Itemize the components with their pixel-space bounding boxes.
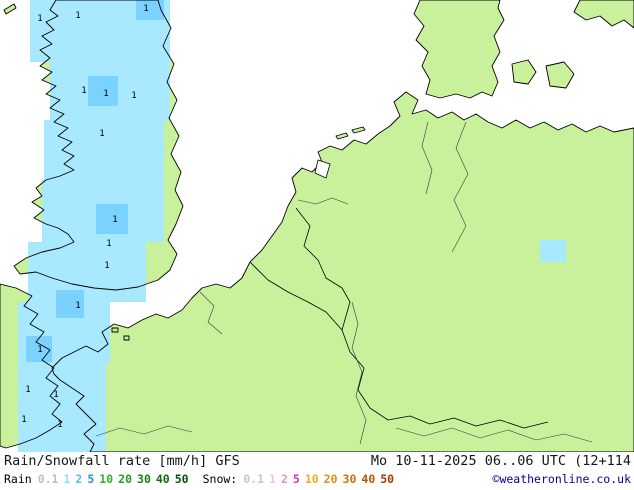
precip-value-label: 1 <box>106 239 111 249</box>
rain-scale-value: 30 <box>137 472 151 486</box>
precip-value-label: 1 <box>57 420 62 430</box>
island-channel-1 <box>112 328 118 332</box>
precip-value-label: 1 <box>37 345 42 355</box>
map-canvas: 1 1 1 1 1 1 1 1 1 1 1 1 1 1 1 1 <box>0 0 634 452</box>
precip-value-label: 1 <box>21 415 26 425</box>
rain-scale-value: 50 <box>174 472 189 486</box>
legend-title-row: Rain/Snowfall rate [mm/h] GFS Mo 10-11-2… <box>4 453 631 470</box>
snow-scale-value: 5 <box>292 472 300 486</box>
precip-cell <box>44 120 164 180</box>
snow-scale-value: 10 <box>304 472 319 486</box>
precip-value-label: 1 <box>112 215 117 225</box>
river-lines <box>95 121 593 445</box>
copyright: ©weatheronline.co.uk <box>492 472 631 486</box>
precip-cell <box>96 204 128 234</box>
precip-cell <box>18 364 106 452</box>
rain-scale-value: 10 <box>99 472 114 486</box>
snow-scale-value: 2 <box>280 472 288 486</box>
precip-cell <box>540 240 566 262</box>
precip-cell <box>56 290 84 318</box>
precip-value-label: 1 <box>99 129 104 139</box>
snow-scale: 0.1 1 2 5 10 20 30 40 50 <box>243 470 394 488</box>
rain-scale-value: 20 <box>118 472 133 486</box>
rain-scale-value: 5 <box>87 472 95 486</box>
snow-scale-value: 1 <box>269 472 276 486</box>
precip-value-label: 1 <box>131 91 136 101</box>
snow-scale-value: 40 <box>361 472 376 486</box>
precip-value-label: 1 <box>37 14 42 24</box>
rain-scale-value: 1 <box>63 472 71 486</box>
rain-scale-value: 40 <box>155 472 170 486</box>
precip-value-label: 1 <box>53 390 58 400</box>
legend-scale-row: Rain 0.1 1 2 5 10 20 30 40 50 Snow: 0.1 1 2 5 10 20 30… <box>4 470 631 488</box>
map-title: Rain/Snowfall rate [mm/h] GFS <box>4 453 240 469</box>
precip-value-label: 1 <box>25 385 30 395</box>
precip-cell <box>88 76 118 106</box>
snow-scale-value: 30 <box>342 472 357 486</box>
rain-scale-label: Rain <box>4 472 32 486</box>
precip-marker-layer: 1 1 1 1 1 1 1 1 1 1 1 1 1 1 1 1 <box>21 4 148 430</box>
snow-scale-value: 50 <box>380 472 395 486</box>
precip-cell <box>136 0 164 20</box>
rain-scale: 0.1 1 2 5 10 20 30 40 50 <box>38 470 189 488</box>
precip-value-label: 1 <box>75 301 80 311</box>
legend-bar: Rain/Snowfall rate [mm/h] GFS Mo 10-11-2… <box>0 452 634 490</box>
precip-value-label: 1 <box>81 86 86 96</box>
precip-value-label: 1 <box>103 89 108 99</box>
snow-scale-value: 20 <box>323 472 338 486</box>
snow-scale-label: Snow: <box>202 472 238 486</box>
lake-ijsselmeer <box>314 159 331 179</box>
rain-scale-value: 0.1 <box>37 472 59 486</box>
precip-cell <box>28 242 146 302</box>
precip-value-label: 1 <box>75 11 80 21</box>
island-channel-2 <box>124 336 129 340</box>
map-datetime: Mo 10-11-2025 06..06 UTC (12+114 <box>370 453 631 469</box>
precip-value-label: 1 <box>143 4 148 14</box>
precip-value-label: 1 <box>104 261 109 271</box>
precipitation-layer <box>18 0 566 452</box>
country-border-lines <box>249 207 549 429</box>
snow-scale-value: 0.1 <box>243 472 264 486</box>
rain-scale-value: 2 <box>75 472 83 486</box>
